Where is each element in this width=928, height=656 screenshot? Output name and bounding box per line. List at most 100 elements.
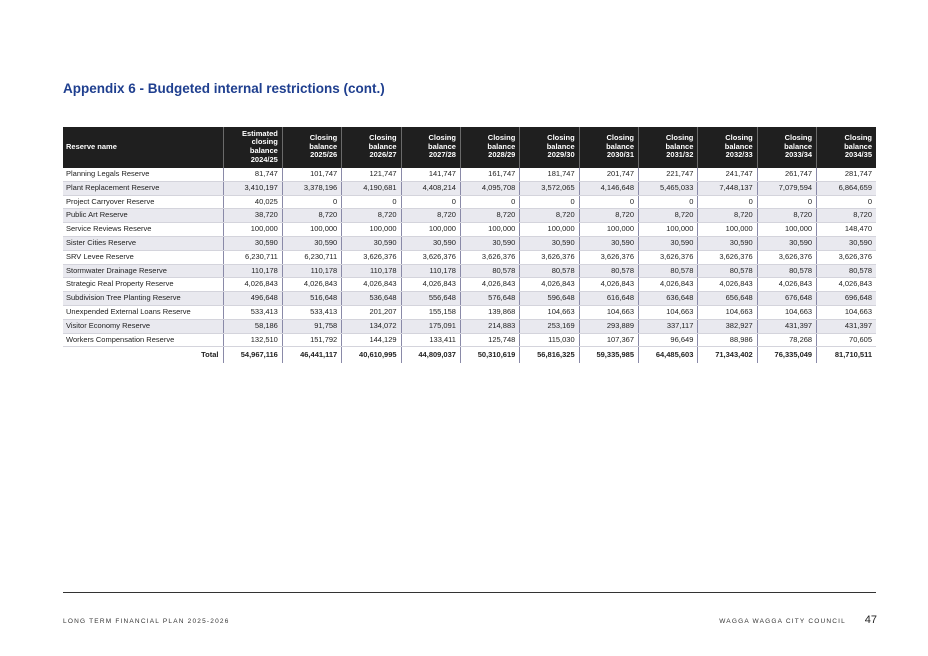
balance-cell: 636,648 (638, 291, 698, 306)
balance-cell: 80,578 (578, 264, 639, 279)
balance-cell: 8,720 (756, 208, 817, 224)
table-body: Planning Legals Reserve 81,747 101,747 121,… (63, 168, 876, 364)
reserve-name-cell: Project Carryover Reserve (63, 195, 223, 210)
reserve-name-cell: Unexpended External Loans Reserve (63, 305, 223, 320)
balance-cell: 382,927 (697, 319, 758, 334)
balance-cell: 4,026,843 (519, 277, 580, 293)
balance-cell: 30,590 (459, 236, 520, 251)
balance-cell: 0 (519, 195, 580, 210)
table-row: Unexpended External Loans Reserve 533,413… (63, 305, 876, 320)
header-reserve-name: Reserve name (63, 127, 223, 168)
table-row: Service Reviews Reserve 100,000 100,000 100… (63, 222, 876, 237)
reserve-name-cell: Planning Legals Reserve (63, 168, 223, 182)
balance-cell: 161,747 (459, 168, 520, 182)
balance-cell: 80,578 (638, 264, 698, 279)
balance-cell: 214,883 (459, 319, 520, 334)
balance-cell: 30,590 (638, 236, 698, 251)
balance-cell: 3,572,065 (519, 181, 580, 196)
total-label: Total (63, 346, 223, 364)
balance-cell: 70,605 (816, 333, 876, 348)
balance-cell: 3,378,196 (281, 181, 342, 196)
balance-cell: 676,648 (756, 291, 817, 306)
total-cell: 71,343,402 (697, 346, 758, 364)
balance-cell: 0 (578, 195, 639, 210)
balance-cell: 4,026,843 (281, 277, 342, 293)
balance-cell: 4,026,843 (816, 277, 876, 293)
total-cell: 81,710,511 (816, 346, 876, 364)
balance-cell: 141,747 (400, 168, 461, 182)
balance-cell: 7,079,594 (756, 181, 817, 196)
balance-cell: 0 (459, 195, 520, 210)
balance-cell: 8,720 (459, 208, 520, 224)
total-cell: 54,967,116 (222, 346, 283, 364)
total-cell: 56,816,325 (519, 346, 580, 364)
balance-cell: 30,590 (756, 236, 817, 251)
balance-cell: 134,072 (341, 319, 402, 334)
balance-cell: 148,470 (816, 222, 876, 237)
balance-cell: 144,129 (341, 333, 402, 348)
balance-cell: 181,747 (519, 168, 580, 182)
balance-cell: 293,889 (578, 319, 639, 334)
balance-cell: 151,792 (281, 333, 342, 348)
balance-cell: 100,000 (638, 222, 698, 237)
header-2026-27: Closing balance 2026/27 (341, 127, 402, 168)
balance-cell: 38,720 (222, 208, 283, 224)
balance-cell: 3,626,376 (756, 250, 817, 265)
balance-cell: 4,026,843 (638, 277, 698, 293)
balance-cell: 3,626,376 (578, 250, 639, 265)
balance-cell: 8,720 (400, 208, 461, 224)
header-2027-28: Closing balance 2027/28 (400, 127, 461, 168)
footer-organisation: WAGGA WAGGA CITY COUNCIL (719, 618, 846, 625)
total-cell: 44,809,037 (400, 346, 461, 364)
balance-cell: 121,747 (341, 168, 402, 182)
balance-cell: 155,158 (400, 305, 461, 320)
balance-cell: 281,747 (816, 168, 876, 182)
balance-cell: 80,578 (519, 264, 580, 279)
table-row: Subdivision Tree Planting Reserve 496,648… (63, 291, 876, 306)
balance-cell: 80,578 (816, 264, 876, 279)
header-2031-32: Closing balance 2031/32 (638, 127, 698, 168)
total-row: Total 54,967,116 46,441,117 40,610,995 44,80… (63, 346, 876, 364)
balance-cell: 0 (756, 195, 817, 210)
balance-cell: 101,747 (281, 168, 342, 182)
balance-cell: 0 (400, 195, 461, 210)
balance-cell: 221,747 (638, 168, 698, 182)
balance-cell: 104,663 (578, 305, 639, 320)
balance-cell: 125,748 (459, 333, 520, 348)
balance-cell: 3,626,376 (519, 250, 580, 265)
balance-cell: 100,000 (519, 222, 580, 237)
balance-cell: 175,091 (400, 319, 461, 334)
total-cell: 46,441,117 (281, 346, 342, 364)
balance-cell: 8,720 (638, 208, 698, 224)
balance-cell: 3,626,376 (400, 250, 461, 265)
balance-cell: 616,648 (578, 291, 639, 306)
total-cell: 59,335,985 (578, 346, 639, 364)
reserve-name-cell: Strategic Real Property Reserve (63, 277, 223, 293)
balance-cell: 7,448,137 (697, 181, 758, 196)
balance-cell: 110,178 (341, 264, 402, 279)
page-title: Appendix 6 - Budgeted internal restricti… (63, 81, 385, 96)
balance-cell: 4,026,843 (578, 277, 639, 293)
total-cell: 50,310,619 (459, 346, 520, 364)
page-number: 47 (864, 614, 877, 626)
balance-cell: 3,626,376 (341, 250, 402, 265)
balance-cell: 100,000 (697, 222, 758, 237)
balance-cell: 78,268 (756, 333, 817, 348)
balance-cell: 104,663 (519, 305, 580, 320)
balance-cell: 533,413 (281, 305, 342, 320)
reserve-name-cell: Workers Compensation Reserve (63, 333, 223, 348)
header-2033-34: Closing balance 2033/34 (756, 127, 817, 168)
balance-cell: 8,720 (281, 208, 342, 224)
balance-cell: 110,178 (281, 264, 342, 279)
reserve-name-cell: Stormwater Drainage Reserve (63, 264, 223, 279)
balance-cell: 110,178 (222, 264, 283, 279)
balance-cell: 8,720 (697, 208, 758, 224)
balance-cell: 115,030 (519, 333, 580, 348)
balance-cell: 30,590 (578, 236, 639, 251)
balance-cell: 516,648 (281, 291, 342, 306)
balance-cell: 0 (638, 195, 698, 210)
balance-cell: 576,648 (459, 291, 520, 306)
table-row: Stormwater Drainage Reserve 110,178 110,17… (63, 264, 876, 279)
balance-cell: 241,747 (697, 168, 758, 182)
balance-cell: 6,230,711 (222, 250, 283, 265)
